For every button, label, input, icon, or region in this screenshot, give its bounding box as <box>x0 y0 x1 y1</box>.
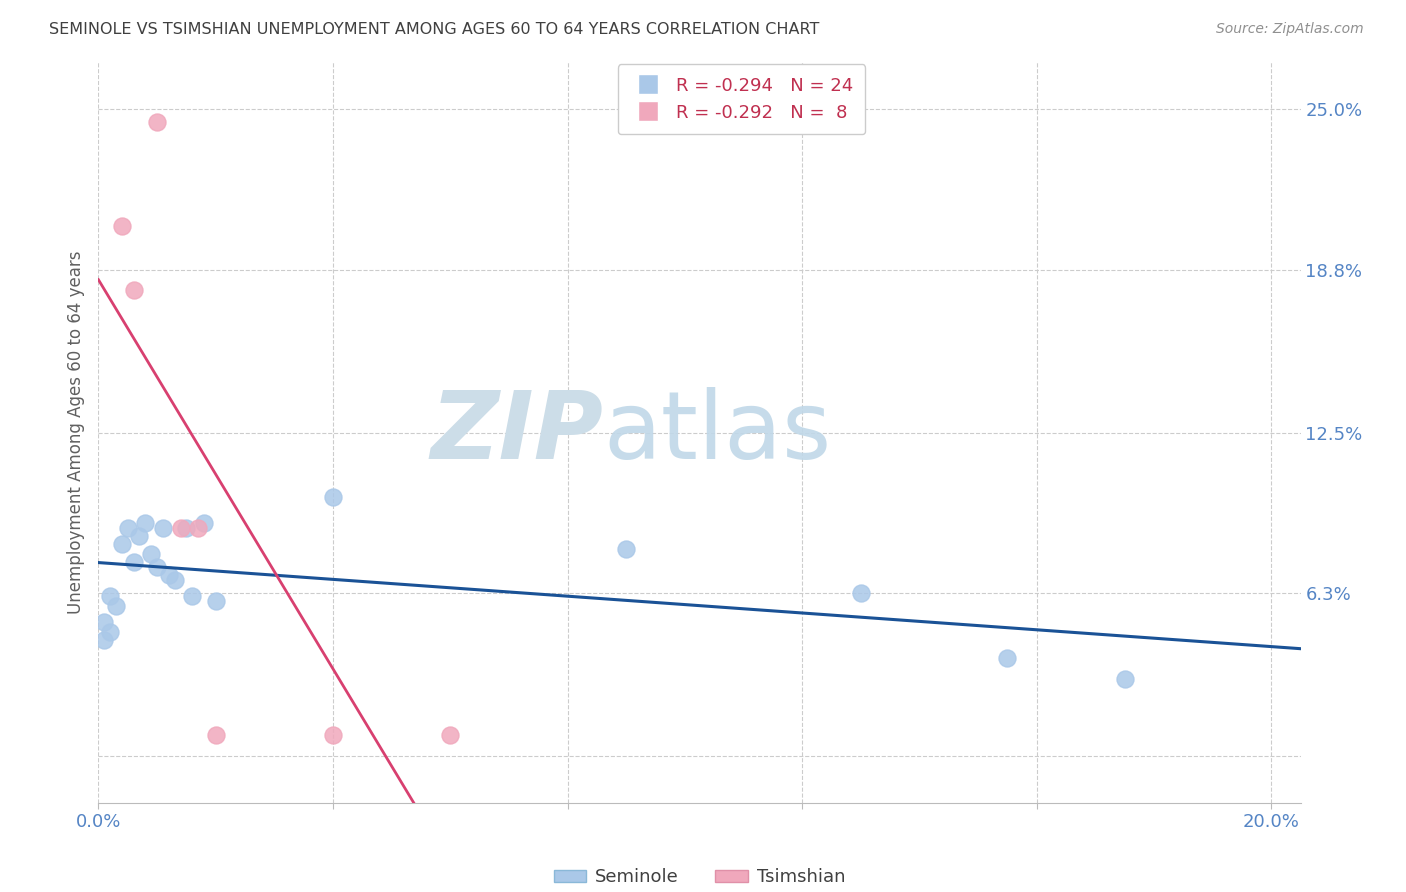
Point <box>93 615 115 629</box>
Point <box>204 594 226 608</box>
Point <box>122 555 145 569</box>
Text: SEMINOLE VS TSIMSHIAN UNEMPLOYMENT AMONG AGES 60 TO 64 YEARS CORRELATION CHART: SEMINOLE VS TSIMSHIAN UNEMPLOYMENT AMONG… <box>49 22 820 37</box>
Point <box>98 624 121 639</box>
Point <box>193 516 215 531</box>
Point <box>187 521 209 535</box>
Point <box>169 521 191 535</box>
Point <box>322 729 344 743</box>
Point <box>122 283 145 297</box>
Legend: Seminole, Tsimshian: Seminole, Tsimshian <box>547 862 852 892</box>
Point <box>1114 672 1136 686</box>
Point <box>105 599 128 613</box>
Point <box>134 516 156 531</box>
Point <box>111 219 134 233</box>
Point <box>152 521 174 535</box>
Point <box>157 568 180 582</box>
Point <box>176 521 198 535</box>
Point <box>849 586 872 600</box>
Point <box>141 547 163 561</box>
Text: ZIP: ZIP <box>430 386 603 479</box>
Point <box>117 521 139 535</box>
Point <box>93 632 115 647</box>
Point <box>146 115 169 129</box>
Point <box>146 560 169 574</box>
Point <box>322 491 344 505</box>
Point <box>614 542 637 557</box>
Point <box>98 589 121 603</box>
Point <box>439 729 461 743</box>
Point <box>163 573 186 587</box>
Text: atlas: atlas <box>603 386 831 479</box>
Point <box>111 537 134 551</box>
Point <box>128 529 150 543</box>
Text: Source: ZipAtlas.com: Source: ZipAtlas.com <box>1216 22 1364 37</box>
Y-axis label: Unemployment Among Ages 60 to 64 years: Unemployment Among Ages 60 to 64 years <box>66 251 84 615</box>
Point <box>204 729 226 743</box>
Point <box>181 589 204 603</box>
Point <box>995 650 1018 665</box>
